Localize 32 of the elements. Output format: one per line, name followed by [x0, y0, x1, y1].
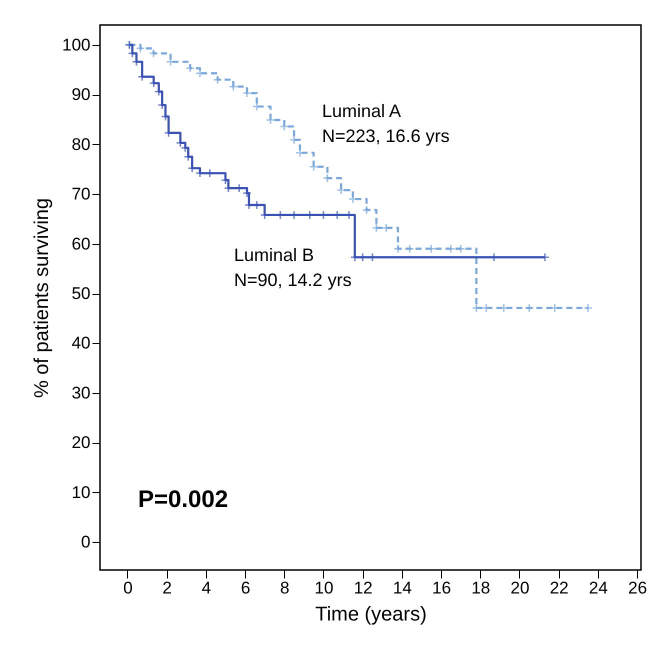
y-tick-label: 100: [62, 35, 90, 54]
x-tick-label: 20: [510, 578, 530, 598]
x-tick-label: 22: [550, 578, 569, 598]
y-tick-label: 50: [72, 284, 90, 304]
x-tick-label: 4: [202, 578, 212, 598]
x-tick-label: 18: [471, 578, 490, 598]
x-axis-title: Time (years): [315, 604, 427, 626]
y-tick-label: 80: [72, 134, 90, 154]
y-tick-label: 10: [72, 482, 90, 502]
x-tick-label: 26: [628, 578, 648, 598]
x-tick-label: 2: [162, 578, 172, 598]
x-tick-label: 24: [588, 578, 608, 598]
x-tick-label: 12: [354, 578, 373, 598]
y-tick-label: 30: [72, 383, 90, 402]
series-label: Luminal B: [234, 245, 314, 265]
y-tick-label: 20: [72, 433, 90, 452]
x-tick-label: 6: [240, 578, 250, 598]
x-tick-label: 8: [280, 578, 290, 598]
y-tick-label: 60: [72, 234, 90, 254]
y-tick-label: 0: [81, 532, 90, 552]
annotation: P=0.002: [138, 486, 228, 513]
y-tick-label: 40: [72, 334, 90, 353]
x-tick-label: 10: [314, 578, 334, 598]
series-label: Luminal A: [322, 101, 402, 121]
y-tick-label: 70: [72, 184, 90, 204]
x-tick-label: 0: [123, 578, 133, 598]
x-tick-label: 16: [432, 578, 452, 598]
annotation: N=223, 16.6 yrs: [322, 126, 450, 146]
y-tick-label: 90: [72, 85, 90, 104]
y-axis-title: % of patients surviving: [31, 198, 54, 398]
x-tick-label: 14: [392, 578, 412, 598]
annotation: N=90, 14.2 yrs: [234, 270, 352, 290]
